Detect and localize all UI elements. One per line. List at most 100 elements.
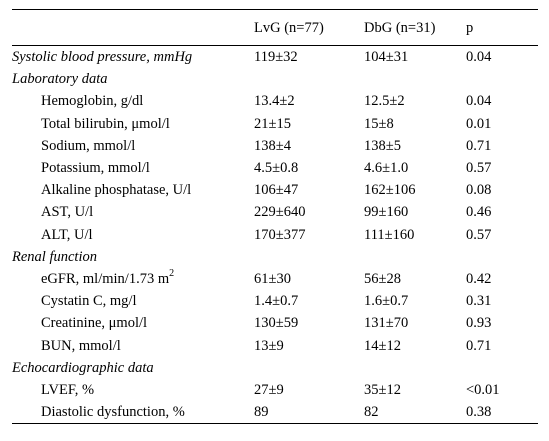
row-label: Echocardiographic data	[12, 357, 254, 379]
lvg-value	[254, 246, 364, 268]
row-label-text: eGFR, ml/min/1.73 m	[41, 270, 170, 287]
table-row: AST, U/l 229±640 99±160 0.46	[12, 201, 538, 223]
lvg-value: 229±640	[254, 204, 306, 221]
p-value: 0.93	[466, 315, 492, 332]
header-lvg-column: LvG (n=77)	[254, 9, 364, 46]
p-value: 0.42	[466, 270, 492, 287]
row-label-text: LVEF, %	[41, 381, 95, 398]
row-label-text: Potassium, mmol/l	[41, 160, 150, 177]
dbg-value: 56±28	[364, 270, 401, 287]
row-label-superscript: 2	[169, 268, 175, 280]
lvg-value	[254, 68, 364, 90]
row-label-text: Total bilirubin, μmol/l	[41, 115, 170, 132]
lvg-value: 61±30	[254, 270, 291, 287]
row-label: Potassium, mmol/l	[12, 157, 254, 179]
dbg-value: 111±160	[364, 226, 415, 243]
dbg-value	[364, 246, 466, 268]
dbg-value: 4.6±1.0	[364, 160, 409, 177]
row-label: Hemoglobin, g/dl	[12, 90, 254, 112]
table-header: LvG (n=77) DbG (n=31) p	[12, 9, 538, 46]
row-label-text: Echocardiographic data	[12, 359, 154, 376]
row-label: Renal function	[12, 246, 254, 268]
row-label: Cystatin C, mg/l	[12, 290, 254, 312]
p-value: 0.04	[466, 49, 492, 66]
row-label: Creatinine, μmol/l	[12, 312, 254, 334]
row-label: Laboratory data	[12, 68, 254, 90]
table-body: Systolic blood pressure, mmHg 119±32 104±3…	[12, 46, 538, 425]
row-label-text: Systolic blood pressure, mmHg	[12, 49, 193, 66]
dbg-value: 104±31	[364, 49, 409, 66]
lvg-value: 119±32	[254, 49, 298, 66]
header-dbg-column: DbG (n=31)	[364, 9, 466, 46]
row-label-text: Diastolic dysfunction, %	[41, 404, 185, 421]
lvg-value: 130±59	[254, 315, 299, 332]
p-value: 0.71	[466, 337, 492, 354]
row-label-text: Cystatin C, mg/l	[41, 293, 137, 310]
row-label: eGFR, ml/min/1.73 m2	[12, 268, 254, 290]
p-value: 0.01	[466, 115, 492, 132]
lvg-value: 4.5±0.8	[254, 160, 299, 177]
dbg-value: 131±70	[364, 315, 409, 332]
table-row: Echocardiographic data	[12, 357, 538, 379]
dbg-value: 14±12	[364, 337, 401, 354]
table-row: Cystatin C, mg/l 1.4±0.7 1.6±0.7 0.31	[12, 290, 538, 312]
row-label-text: Laboratory data	[12, 71, 108, 88]
p-value	[466, 357, 538, 379]
dbg-value: 35±12	[364, 381, 401, 398]
table-row: LVEF, % 27±9 35±12 <0.01	[12, 379, 538, 401]
dbg-value: 162±106	[364, 182, 416, 199]
lvg-value: 1.4±0.7	[254, 293, 299, 310]
header-row: LvG (n=77) DbG (n=31) p	[12, 9, 538, 46]
row-label-text: Alkaline phosphatase, U/l	[41, 182, 192, 199]
table-row: Alkaline phosphatase, U/l 106±47 162±106 0.…	[12, 179, 538, 201]
dbg-value: 1.6±0.7	[364, 293, 409, 310]
row-label: ALT, U/l	[12, 224, 254, 246]
p-value: 0.31	[466, 293, 492, 310]
row-label: Systolic blood pressure, mmHg	[12, 46, 254, 69]
table-row: ALT, U/l 170±377 111±160 0.57	[12, 224, 538, 246]
row-label: Total bilirubin, μmol/l	[12, 113, 254, 135]
row-label: Diastolic dysfunction, %	[12, 401, 254, 425]
dbg-value: 15±8	[364, 115, 394, 132]
row-label: AST, U/l	[12, 201, 254, 223]
p-value: 0.38	[466, 401, 538, 425]
dbg-value: 138±5	[364, 137, 401, 154]
table-row: Diastolic dysfunction, % 89 82 0.38	[12, 401, 538, 425]
dbg-value: 12.5±2	[364, 93, 405, 110]
row-label-text: Renal function	[12, 248, 97, 265]
lvg-value: 27±9	[254, 381, 284, 398]
p-value: <0.01	[466, 381, 500, 398]
lvg-value: 13.4±2	[254, 93, 295, 110]
row-label-text: Sodium, mmol/l	[41, 137, 136, 154]
p-value: 0.57	[466, 226, 492, 243]
p-value: 0.57	[466, 160, 492, 177]
table-row: Total bilirubin, μmol/l 21±15 15±8 0.01	[12, 113, 538, 135]
lvg-value: 21±15	[254, 115, 291, 132]
row-label: BUN, mmol/l	[12, 334, 254, 356]
p-value: 0.71	[466, 137, 492, 154]
data-table: LvG (n=77) DbG (n=31) p Systolic blood p…	[12, 9, 538, 425]
table-row: Sodium, mmol/l 138±4 138±5 0.71	[12, 135, 538, 157]
header-p-column: p	[466, 9, 538, 46]
row-label-text: ALT, U/l	[41, 226, 93, 243]
row-label: LVEF, %	[12, 379, 254, 401]
p-value	[466, 68, 538, 90]
lvg-value	[254, 357, 364, 379]
p-value: 0.46	[466, 204, 492, 221]
p-value: 0.08	[466, 182, 492, 199]
lvg-value: 106±47	[254, 182, 299, 199]
p-value	[466, 246, 538, 268]
p-value: 0.04	[466, 93, 492, 110]
lvg-value: 138±4	[254, 137, 291, 154]
row-label-text: AST, U/l	[41, 204, 94, 221]
table-row: BUN, mmol/l 13±9 14±12 0.71	[12, 334, 538, 356]
table-row: Creatinine, μmol/l 130±59 131±70 0.93	[12, 312, 538, 334]
row-label: Sodium, mmol/l	[12, 135, 254, 157]
table-row: Laboratory data	[12, 68, 538, 90]
table-row: Systolic blood pressure, mmHg 119±32 104±3…	[12, 46, 538, 69]
dbg-value	[364, 68, 466, 90]
row-label-text: Hemoglobin, g/dl	[41, 93, 144, 110]
table-row: Hemoglobin, g/dl 13.4±2 12.5±2 0.04	[12, 90, 538, 112]
row-label-text: BUN, mmol/l	[41, 337, 121, 354]
